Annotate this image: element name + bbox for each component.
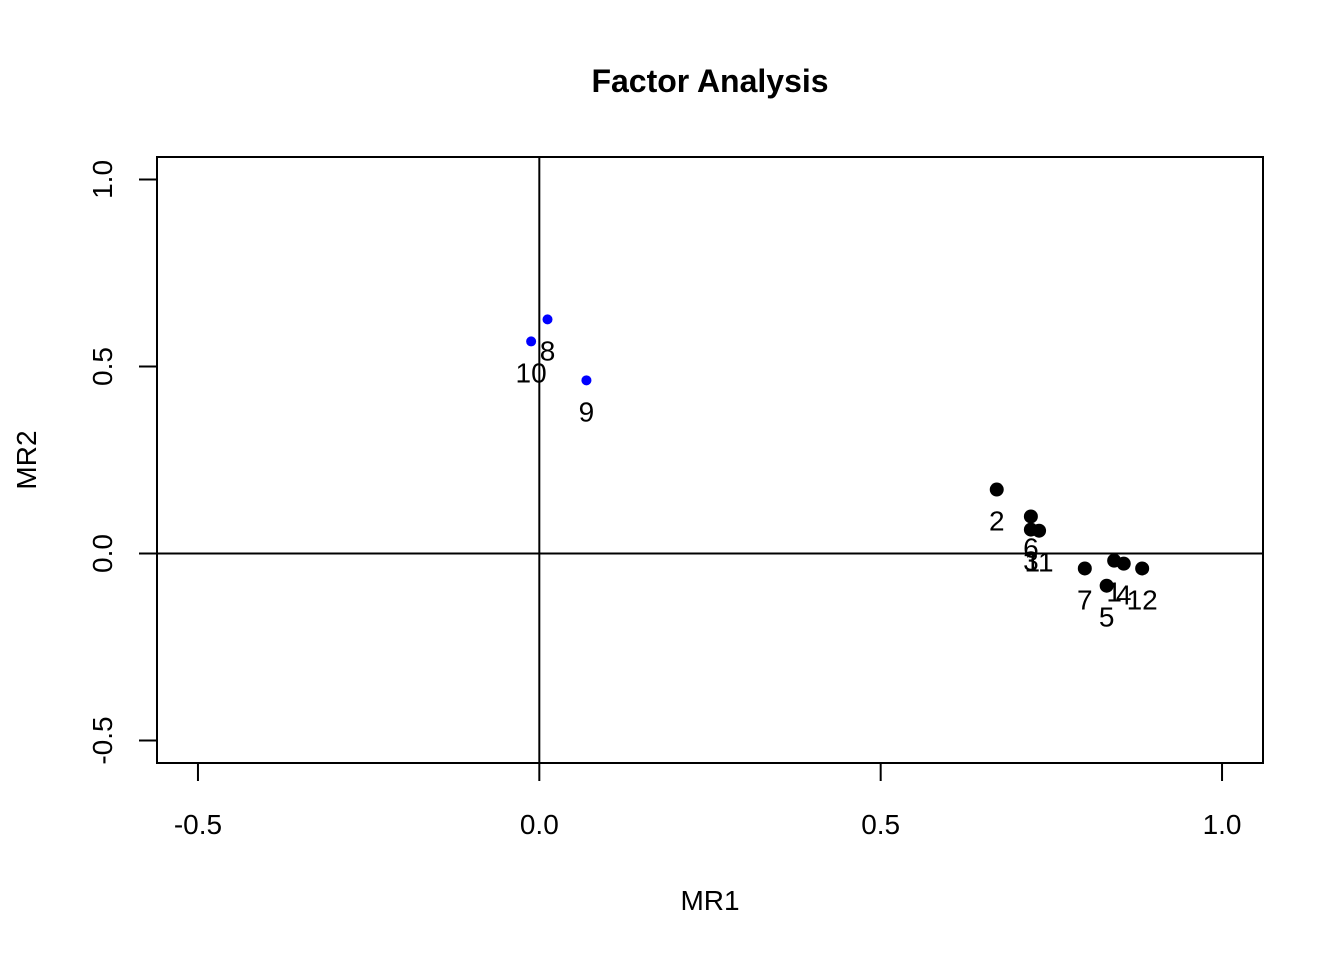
chart-title: Factor Analysis	[591, 63, 828, 99]
x-axis-label: MR1	[680, 885, 739, 916]
point-label: 4	[1116, 580, 1132, 611]
point-label: 2	[989, 506, 1005, 537]
point	[989, 482, 1004, 497]
x-tick-label: 0.0	[520, 809, 559, 840]
point-label: 3	[1023, 546, 1039, 577]
point	[1135, 561, 1150, 576]
plot-frame	[156, 156, 1264, 764]
point	[1116, 556, 1131, 571]
point-label: 6	[1023, 532, 1039, 563]
y-axis-label: MR2	[11, 430, 42, 489]
y-tick-label: -0.5	[87, 716, 118, 764]
point	[526, 336, 537, 347]
x-tick-label: 1.0	[1203, 809, 1242, 840]
point	[1077, 561, 1092, 576]
y-tick-label: 0.0	[87, 534, 118, 573]
point	[1099, 578, 1114, 593]
point	[1032, 523, 1047, 538]
point-label: 11	[1025, 547, 1054, 578]
y-tick-label: 1.0	[87, 160, 118, 199]
point-label: 7	[1077, 584, 1093, 615]
x-tick-label: 0.5	[861, 809, 900, 840]
point	[581, 375, 592, 386]
y-tick-label: 0.5	[87, 347, 118, 386]
point	[542, 314, 553, 325]
point-label: 12	[1127, 584, 1158, 615]
x-tick-label: -0.5	[174, 809, 222, 840]
point-label: 5	[1099, 602, 1115, 633]
point-label: 9	[579, 396, 595, 427]
point	[1023, 509, 1038, 524]
point-label: 8	[540, 335, 556, 366]
point-label: 10	[516, 357, 547, 388]
